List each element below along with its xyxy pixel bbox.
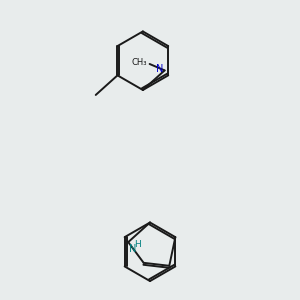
Text: N: N [129,244,136,254]
Text: H: H [134,241,141,250]
Text: CH₃: CH₃ [132,58,147,67]
Text: N: N [156,64,164,74]
